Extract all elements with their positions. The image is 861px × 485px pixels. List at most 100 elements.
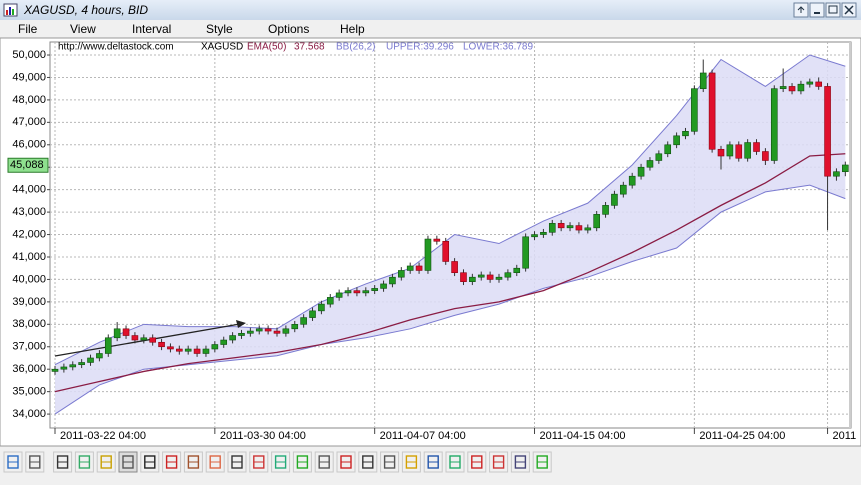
candle-body xyxy=(548,223,556,233)
price-tag xyxy=(7,157,49,173)
candle-body xyxy=(433,238,441,242)
candle-body xyxy=(744,142,751,159)
info-text: LOWER:36.789 xyxy=(463,42,533,53)
candle-body xyxy=(415,265,423,271)
candle-body xyxy=(406,265,414,271)
y-tick-label: 42,000 xyxy=(12,228,46,240)
trend-arrowhead xyxy=(236,320,246,328)
x-tick-label: 2011-04-07 04:00 xyxy=(380,430,466,442)
candle-body xyxy=(104,337,112,354)
band-fill xyxy=(55,55,846,415)
menu-item[interactable]: Help xyxy=(340,22,365,36)
y-tick-label: 36,000 xyxy=(12,363,46,375)
candle-body xyxy=(673,135,680,146)
candle-body xyxy=(442,240,450,262)
info-text: http://www.deltastock.com xyxy=(58,42,174,53)
candle-body xyxy=(113,328,121,339)
y-tick-label: 35,000 xyxy=(12,386,46,398)
x-tick-label: 2011-04-15 04:00 xyxy=(540,430,626,442)
candle-body xyxy=(344,290,352,294)
candle-body xyxy=(691,88,698,132)
y-tick-label: 47,000 xyxy=(12,116,46,128)
candle-body xyxy=(735,144,743,159)
candle-body xyxy=(78,362,85,366)
app-icon-bar xyxy=(9,7,11,15)
menu-item[interactable]: View xyxy=(70,22,96,36)
window-buttons xyxy=(793,2,857,18)
y-tick-label: 43,000 xyxy=(12,206,46,218)
menu: File View Interval Style Options Help xyxy=(18,22,365,36)
candle-body xyxy=(611,193,618,206)
y-tick-label: 44,000 xyxy=(12,184,46,196)
candle-body xyxy=(513,267,521,274)
toolbar xyxy=(3,451,552,473)
candle-body xyxy=(318,303,325,312)
candle-body xyxy=(637,166,645,177)
candle-body xyxy=(486,274,494,280)
candle-body xyxy=(167,346,174,350)
icon xyxy=(797,6,805,13)
candle-body xyxy=(815,81,822,87)
candle-body xyxy=(477,274,485,278)
candle-body xyxy=(51,368,59,372)
candle-body xyxy=(255,328,263,332)
info-text: XAGUSD xyxy=(201,42,243,53)
candle-body xyxy=(140,337,148,341)
y-tick-label: 50,000 xyxy=(12,49,46,61)
candle-body xyxy=(708,72,716,150)
candle-body xyxy=(540,232,547,235)
y-tick-label: 40,000 xyxy=(12,273,46,285)
candle-body xyxy=(531,234,538,238)
info-text: 37.568 xyxy=(294,42,325,53)
candle-body xyxy=(575,225,583,231)
info-text: UPPER:39.296 xyxy=(386,42,454,53)
candle-body xyxy=(655,153,663,161)
maximize-button[interactable] xyxy=(825,2,841,18)
candle-body xyxy=(770,88,778,161)
candle-body xyxy=(753,142,760,152)
candle-body xyxy=(593,214,600,229)
ema-line xyxy=(54,153,846,393)
candle-body xyxy=(229,335,236,341)
menu-item[interactable]: Style xyxy=(206,22,233,36)
candle-body xyxy=(788,86,796,92)
candle-body xyxy=(833,171,840,177)
minimize-button[interactable] xyxy=(809,2,825,18)
trend-line xyxy=(54,323,241,357)
candle-body xyxy=(451,261,458,274)
y-tick-label: 46,000 xyxy=(12,139,46,151)
candle-body xyxy=(602,205,609,215)
candle-body xyxy=(247,330,254,334)
app-icon-bar xyxy=(12,9,14,15)
info-text: BB(26,2) xyxy=(336,42,375,53)
candle-body xyxy=(309,310,316,318)
candle-body xyxy=(69,364,77,368)
candle-body xyxy=(584,227,592,231)
candle-body xyxy=(176,348,183,352)
candle-body xyxy=(460,272,467,282)
x-tick-label: 2011-03-30 04:00 xyxy=(220,430,306,442)
candle-body xyxy=(149,337,156,343)
candle-body xyxy=(282,328,290,334)
menu-item[interactable]: Interval xyxy=(132,22,171,36)
y-tick-label: 48,000 xyxy=(12,94,46,106)
candle-body xyxy=(202,348,210,354)
menu-item[interactable]: Options xyxy=(268,22,309,36)
title-bar xyxy=(0,0,861,20)
candle-body xyxy=(557,223,565,229)
candle-body xyxy=(362,290,370,294)
window-title: XAGUSD, 4 hours, BID xyxy=(23,3,148,17)
candle-body xyxy=(326,297,334,305)
candle-body xyxy=(522,236,529,269)
candle-body xyxy=(264,328,272,332)
candle-body xyxy=(184,348,192,352)
x-tick-label: 2011-03-22 04:00 xyxy=(60,430,146,442)
candle-body xyxy=(122,328,130,336)
menu-item[interactable]: File xyxy=(18,22,38,36)
candle-body xyxy=(211,344,219,350)
candle-body xyxy=(620,184,627,195)
candle-body xyxy=(424,238,432,271)
candle-body xyxy=(273,330,281,334)
